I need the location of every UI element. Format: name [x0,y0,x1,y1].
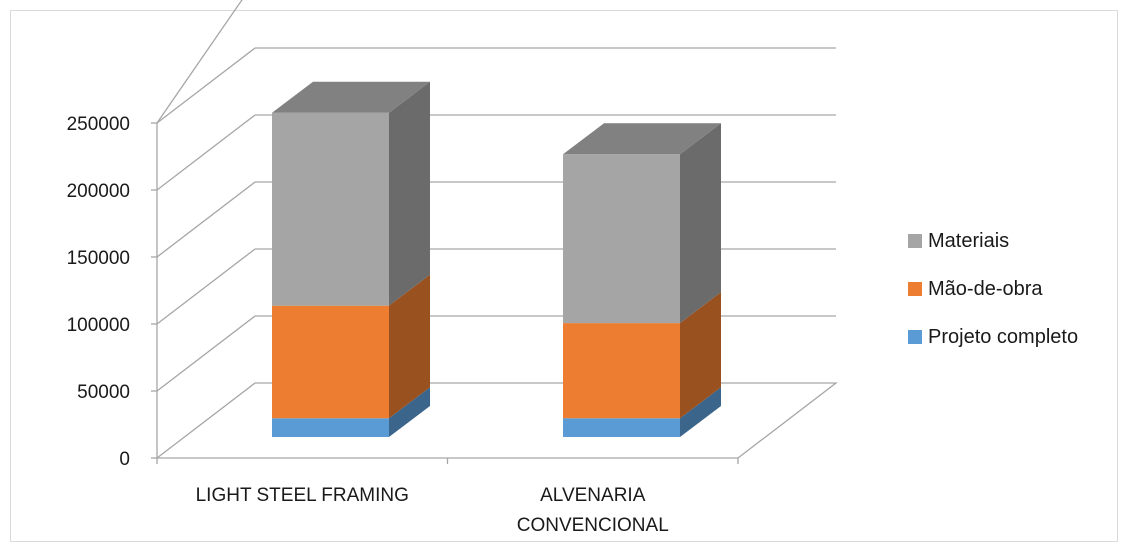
bar-side-face [389,81,430,306]
y-tick-label: 200000 [67,181,130,202]
bar-side-face [680,387,721,437]
bar-segment [272,81,430,306]
chart-walls [156,382,838,459]
y-tick-label: 150000 [67,248,130,269]
bar-front-face [272,305,389,419]
y-tick-label: 50000 [77,382,130,403]
gridlines [156,0,836,392]
gridline-side [156,181,256,258]
legend-label: Projeto completo [928,326,1078,348]
bar-segment [272,387,430,437]
bar-front-face [272,418,389,437]
y-tick-label: 100000 [67,315,130,336]
y-axis-tick-labels: 0 50000 100000 150000 200000 250000 [67,114,130,470]
bar-front-face [563,323,680,419]
chart-floor [156,382,838,459]
x-category-label: LIGHT STEEL FRAMING [196,485,409,506]
y-tick-label: 250000 [67,114,130,135]
bar-segment [563,123,721,324]
axes [151,122,739,464]
legend-item: Projeto completo [908,326,1078,348]
bar-front-face [563,154,680,324]
legend-swatch [908,234,922,248]
gridline-side [156,248,256,325]
bars [272,81,721,437]
gridline-side [156,0,243,124]
x-category-label: CONVENCIONAL [517,515,669,536]
bar-segment [563,292,721,419]
legend-label: Materiais [928,230,1009,252]
legend-swatch [908,282,922,296]
bar-side-face [389,274,430,419]
bar-front-face [272,112,389,306]
bar-front-face [563,418,680,437]
y-tick-label: 0 [119,449,130,470]
gridline-side [156,114,256,191]
bar-segment [272,274,430,419]
gridline-side [156,47,256,124]
bar-segment [563,387,721,437]
legend-label: Mão-de-obra [928,278,1043,300]
bar-stack [272,81,430,437]
gridline-side [156,315,256,392]
bar-side-face [680,123,721,324]
bar-top-face [563,123,721,155]
x-axis-category-labels: LIGHT STEEL FRAMING ALVENARIA CONVENCIONAL [196,485,669,536]
legend-swatch [908,330,922,344]
bar-top-face [272,81,430,113]
legend: Materiais Mão-de-obra Projeto completo [908,230,1078,348]
x-category-label: ALVENARIA [540,485,646,506]
legend-item: Mão-de-obra [908,278,1043,300]
bar-stack [563,123,721,437]
bar-side-face [680,292,721,419]
bar-side-face [389,387,430,437]
legend-item: Materiais [908,230,1009,252]
